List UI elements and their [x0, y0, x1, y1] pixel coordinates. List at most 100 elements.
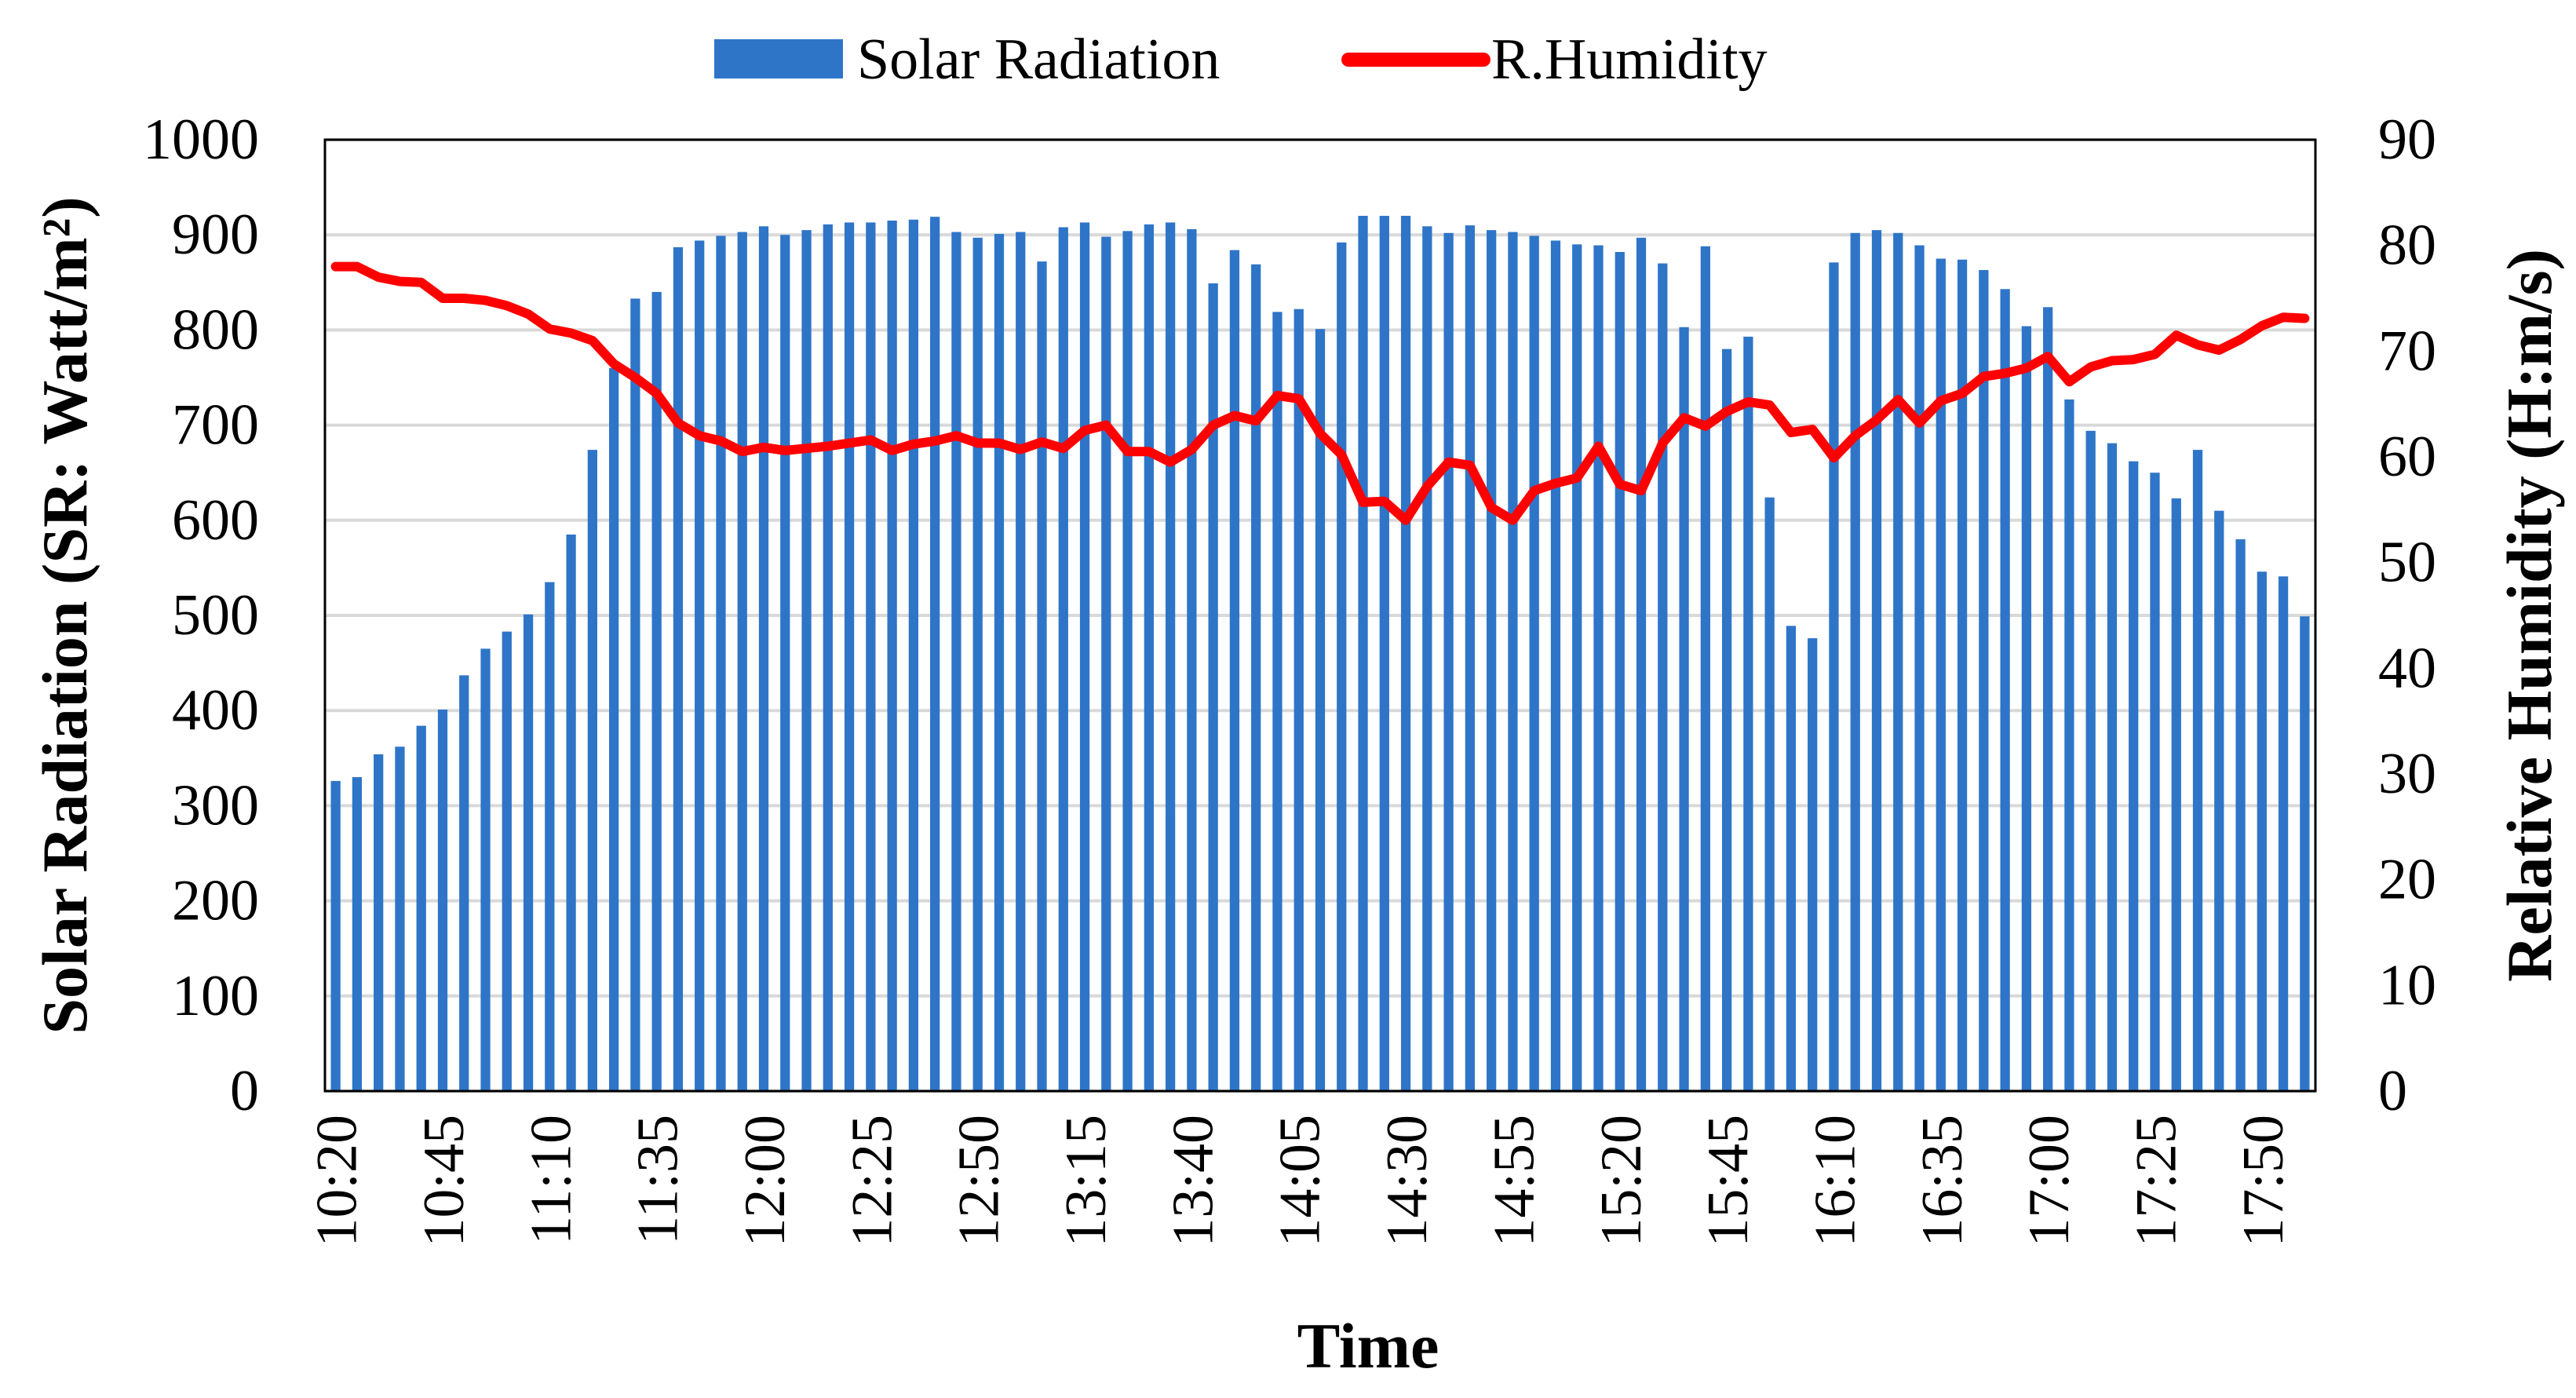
y-right-tick-label: 70 [2378, 319, 2436, 383]
y-left-tick-label: 100 [172, 964, 259, 1028]
bar-89 [2235, 539, 2246, 1091]
bar-25 [866, 222, 876, 1092]
y-axis-left-ticks: 0 100 200 300 400 500 600 700 800 900 1000 [143, 108, 259, 1123]
bar-5 [437, 709, 448, 1091]
y-axis-left-title: Solar Radiation (SR: Watt/m²) [29, 196, 100, 1034]
line-series-r-humidity [330, 261, 2310, 525]
bar-29 [951, 232, 961, 1092]
y-right-tick-label: 90 [2378, 108, 2436, 172]
bar-59 [1593, 245, 1604, 1092]
x-tick-label: 15:20 [1589, 1115, 1654, 1247]
bar-71 [1850, 232, 1860, 1091]
bar-84 [2129, 461, 2139, 1091]
bar-39 [1165, 222, 1176, 1092]
bar-23 [823, 224, 833, 1091]
bar-21 [780, 235, 790, 1092]
bar-67 [1764, 497, 1775, 1091]
bar-72 [1871, 230, 1882, 1091]
bar-34 [1058, 227, 1068, 1091]
x-tick-label: 14:30 [1375, 1115, 1439, 1247]
x-tick-label: 16:10 [1804, 1115, 1868, 1247]
bar-2 [374, 754, 384, 1091]
legend-label-solar-radiation: Solar Radiation [857, 27, 1220, 92]
x-tick-label: 17:50 [2231, 1115, 2296, 1247]
bar-91 [2278, 576, 2289, 1091]
x-tick-label: 12:25 [840, 1115, 904, 1247]
bar-87 [2192, 450, 2203, 1091]
bar-47 [1337, 242, 1347, 1091]
bar-10 [545, 582, 555, 1091]
x-tick-label: 13:15 [1054, 1115, 1118, 1247]
bar-18 [716, 235, 726, 1091]
bar-49 [1379, 215, 1389, 1092]
bar-50 [1400, 215, 1411, 1092]
x-axis-title: Time [1297, 1310, 1439, 1382]
y-right-tick-label: 60 [2378, 425, 2436, 489]
bar-28 [930, 217, 940, 1091]
bar-90 [2257, 571, 2267, 1091]
bar-78 [2000, 289, 2010, 1091]
bar-83 [2107, 443, 2118, 1091]
bar-65 [1721, 349, 1732, 1091]
y-left-tick-label: 200 [172, 869, 259, 933]
bar-58 [1572, 244, 1582, 1091]
bar-85 [2150, 473, 2160, 1091]
y-left-tick-label: 400 [172, 678, 259, 743]
x-tick-label: 17:25 [2125, 1115, 2189, 1247]
bar-63 [1679, 327, 1689, 1091]
x-axis-ticks: 10:20 10:45 11:10 11:35 12:00 12:25 12:50 13:15… [305, 1115, 2296, 1247]
bar-27 [908, 219, 919, 1092]
bar-48 [1358, 215, 1368, 1092]
bar-51 [1422, 226, 1432, 1091]
bar-57 [1550, 240, 1561, 1092]
bar-79 [2021, 326, 2032, 1091]
x-tick-label: 16:35 [1910, 1115, 1975, 1247]
bar-77 [1979, 270, 1989, 1092]
y-right-tick-label: 10 [2378, 953, 2436, 1017]
bar-88 [2214, 510, 2224, 1091]
bar-15 [651, 291, 662, 1091]
bar-8 [502, 631, 512, 1091]
bar-64 [1700, 246, 1710, 1091]
x-tick-label: 11:35 [626, 1115, 691, 1245]
bar-24 [844, 222, 855, 1092]
bar-37 [1122, 231, 1133, 1091]
bar-86 [2171, 498, 2181, 1091]
bar-11 [566, 534, 576, 1091]
y-left-tick-label: 1000 [143, 108, 259, 172]
bar-1 [352, 777, 363, 1091]
y-left-tick-label: 900 [172, 203, 259, 267]
bar-31 [994, 233, 1005, 1091]
x-tick-label: 12:00 [733, 1115, 797, 1247]
x-tick-label: 15:45 [1696, 1115, 1761, 1247]
x-tick-label: 12:50 [947, 1115, 1012, 1247]
bar-66 [1743, 336, 1753, 1091]
bar-74 [1914, 245, 1925, 1092]
bar-41 [1208, 283, 1218, 1092]
bar-70 [1829, 262, 1839, 1091]
bar-53 [1465, 225, 1476, 1092]
bar-43 [1251, 264, 1261, 1092]
bar-55 [1508, 232, 1518, 1092]
y-right-tick-label: 20 [2378, 848, 2436, 912]
plot-area-border [323, 138, 2317, 1093]
x-tick-label: 14:55 [1482, 1115, 1546, 1247]
y-right-tick-label: 80 [2378, 214, 2436, 278]
bar-76 [1957, 259, 1968, 1091]
x-tick-label: 10:45 [412, 1115, 476, 1247]
bar-73 [1893, 232, 1903, 1091]
bar-16 [673, 246, 684, 1091]
bar-36 [1101, 236, 1111, 1091]
bar-75 [1936, 258, 1946, 1091]
bar-46 [1315, 329, 1326, 1091]
bar-54 [1487, 230, 1497, 1091]
legend-swatch-solar-radiation [714, 39, 843, 78]
bar-6 [459, 675, 469, 1091]
y-left-tick-label: 0 [230, 1059, 259, 1123]
bar-30 [972, 237, 983, 1092]
y-right-tick-label: 50 [2378, 531, 2436, 595]
y-axis-right-ticks: 0 10 20 30 40 50 60 70 80 90 [2378, 108, 2436, 1123]
bar-26 [887, 221, 897, 1091]
